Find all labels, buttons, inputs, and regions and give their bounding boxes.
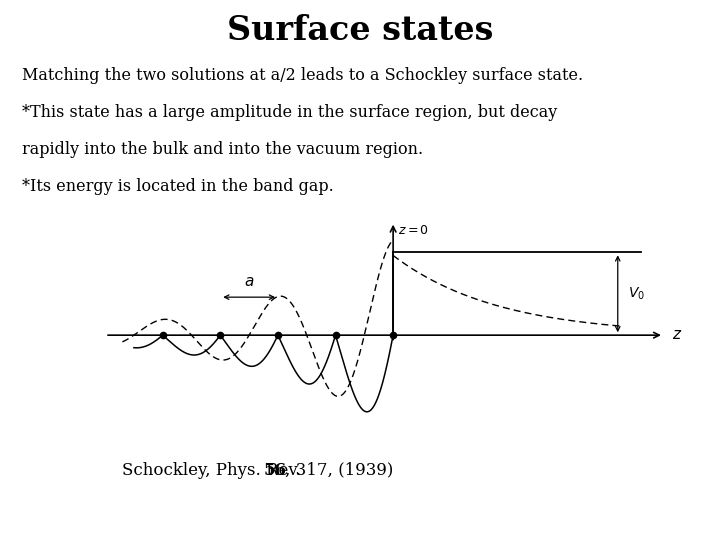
Text: $z$: $z$	[672, 328, 683, 342]
Text: Theoretical Methods for Surface Science Part II  Slide 8: Theoretical Methods for Surface Science …	[349, 514, 706, 527]
Text: , 317, (1939): , 317, (1939)	[285, 462, 394, 478]
Text: $V_0$: $V_0$	[628, 286, 645, 302]
Text: *Its energy is located in the band gap.: *Its energy is located in the band gap.	[22, 178, 333, 194]
Text: 56: 56	[264, 462, 287, 478]
Text: rapidly into the bulk and into the vacuum region.: rapidly into the bulk and into the vacuu…	[22, 141, 423, 158]
Text: Matching the two solutions at a/2 leads to a Schockley surface state.: Matching the two solutions at a/2 leads …	[22, 68, 582, 84]
Text: $a$: $a$	[244, 275, 254, 289]
Text: Schockley, Phys. Rev.: Schockley, Phys. Rev.	[122, 462, 307, 478]
Text: *This state has a large amplitude in the surface region, but decay: *This state has a large amplitude in the…	[22, 104, 557, 121]
Text: Surface states: Surface states	[227, 14, 493, 46]
Text: International Max-Planck Research School: International Max-Planck Research School	[61, 514, 332, 527]
Text: $z = 0$: $z = 0$	[397, 224, 429, 237]
